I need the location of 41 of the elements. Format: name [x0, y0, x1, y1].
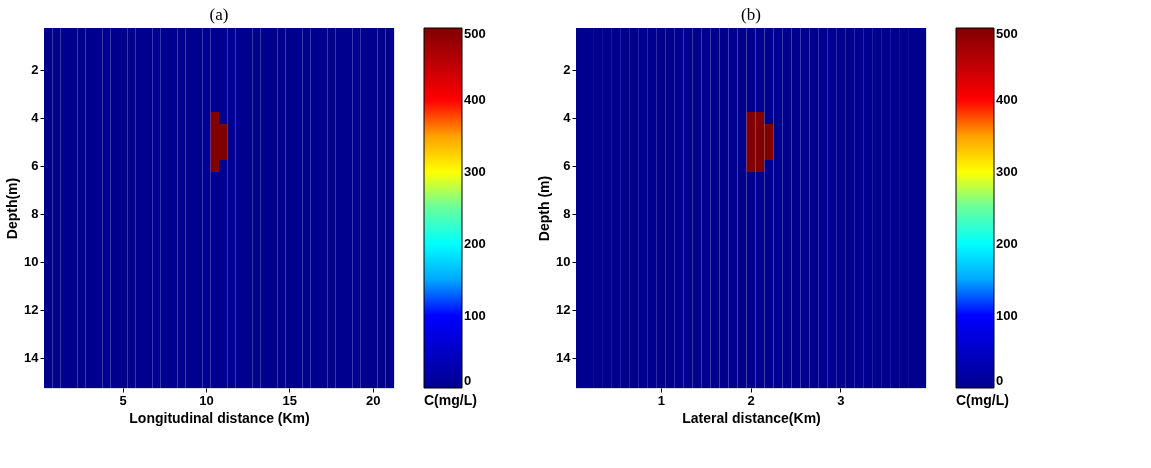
y-tick-label: 6 — [31, 158, 39, 173]
color-bar-title: C(mg/L) — [956, 392, 1009, 408]
y-tick-label: 14 — [24, 350, 40, 365]
x-tick-label: 15 — [282, 392, 298, 408]
y-tick-label: 12 — [24, 302, 39, 317]
chart-title: (b) — [741, 5, 761, 24]
x-tick-label: 2 — [747, 392, 755, 408]
y-tick-label: 12 — [556, 302, 571, 317]
y-tick-label: 10 — [24, 254, 39, 269]
color-bar-label: 0 — [996, 373, 1004, 388]
color-bar-label: 200 — [996, 236, 1018, 251]
color-bar-label: 100 — [996, 308, 1018, 323]
y-tick-label: 2 — [31, 62, 39, 77]
color-bar-label: 400 — [464, 92, 486, 107]
x-axis-title: Longitudinal distance (Km) — [129, 409, 310, 426]
color-bar-label: 200 — [464, 236, 486, 251]
chart-title: (a) — [209, 5, 229, 24]
x-tick-label: 10 — [199, 392, 214, 408]
y-tick-label: 6 — [563, 158, 571, 173]
color-bar-title: C(mg/L) — [424, 392, 477, 408]
y-tick-label: 8 — [563, 206, 571, 221]
color-bar-label: 500 — [996, 26, 1018, 41]
color-bar-label: 100 — [464, 308, 486, 323]
x-tick-label: 5 — [119, 392, 127, 408]
y-tick-label: 4 — [563, 110, 572, 125]
color-bar-label: 500 — [464, 26, 486, 41]
color-bar-label: 300 — [996, 164, 1018, 179]
y-tick-label: 8 — [31, 206, 39, 221]
y-tick-label: 14 — [556, 350, 572, 365]
x-axis-title: Lateral distance(Km) — [682, 409, 821, 426]
color-bar-label: 400 — [996, 92, 1018, 107]
color-bar-label: 300 — [464, 164, 486, 179]
x-tick-label: 3 — [837, 392, 845, 408]
x-tick-label: 20 — [365, 392, 381, 408]
y-tick-label: 10 — [556, 254, 571, 269]
y-axis-title: Depth(m) — [4, 177, 21, 240]
x-tick-label: 1 — [657, 392, 665, 408]
y-tick-label: 2 — [563, 62, 571, 77]
y-tick-label: 4 — [31, 110, 40, 125]
y-axis-title: Depth (m) — [536, 175, 553, 242]
color-bar-label: 0 — [464, 373, 472, 388]
